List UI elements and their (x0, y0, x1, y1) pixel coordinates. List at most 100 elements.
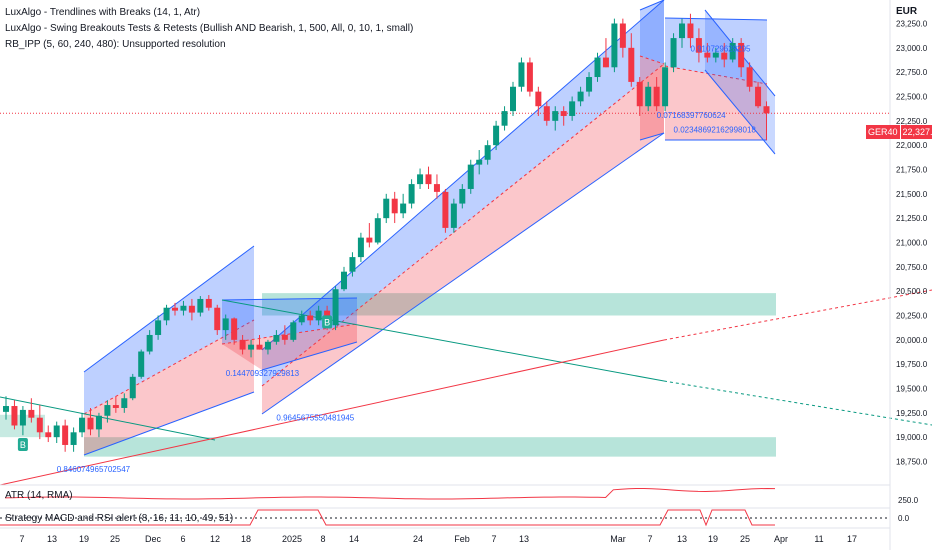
y-tick-label: 20,250.0 (896, 312, 928, 321)
y-tick-label: 21,250.0 (896, 214, 928, 223)
candle-body (36, 417, 43, 433)
y-tick-label: 23,250.0 (896, 19, 928, 28)
candle-body (11, 406, 18, 426)
last-price-value: 22,327.3 (899, 125, 932, 139)
channel-2b-mid-line (639, 55, 665, 65)
candle-body (172, 307, 178, 311)
x-tick-label: Apr (774, 534, 788, 544)
channel-1-bottom-line (83, 391, 255, 456)
candle-body (129, 376, 136, 399)
y-tick-label: 21,750.0 (896, 165, 928, 174)
macd-pane-label[interactable]: Strategy MACD and RSI alert (8, 16, 11, … (5, 513, 234, 524)
candle-body (417, 174, 424, 185)
channel-3-mid-line (221, 323, 358, 345)
candle-body (112, 405, 119, 408)
channel-2b-lower (640, 56, 664, 140)
channel-1-lower (84, 320, 254, 455)
candle-body (264, 341, 271, 350)
candle-body (653, 86, 660, 107)
y-tick-label: 22,750.0 (896, 68, 928, 77)
breakout-marker-label: B (324, 317, 330, 327)
macd-signal-line (0, 509, 775, 527)
candle-body (374, 218, 381, 243)
candle-body (459, 188, 466, 204)
y-tick-label: 21,000.0 (896, 239, 928, 248)
candle-body (281, 334, 288, 340)
y-tick-label: 22,500.0 (896, 92, 928, 101)
level-annotation: 0.07168397760624 (657, 111, 727, 120)
candle-body (543, 106, 550, 121)
x-tick-label: 17 (847, 534, 857, 544)
y-tick-label: 18,750.0 (896, 458, 928, 467)
candle-body (552, 111, 559, 121)
channel-1-upper (84, 246, 254, 414)
candle-body (636, 81, 643, 107)
legend-trendlines[interactable]: LuxAlgo - Trendlines with Breaks (14, 1,… (5, 7, 201, 18)
currency-label[interactable]: EUR (896, 6, 918, 17)
channel-2b-upper (640, 0, 664, 64)
channel-3-lower (222, 324, 357, 370)
candle-body (3, 406, 9, 412)
legend-swing-breakouts[interactable]: LuxAlgo - Swing Breakouts Tests & Retest… (5, 23, 414, 34)
y-tick-label: 21,500.0 (896, 190, 928, 199)
y-tick-label: 22,250.0 (896, 117, 928, 126)
candle-body (87, 417, 94, 430)
atr-line (4, 487, 776, 500)
candle-body (383, 198, 390, 219)
x-tick-label: 6 (180, 534, 185, 544)
candle-body (155, 320, 162, 335)
candle-body (510, 86, 516, 112)
candle-body (602, 57, 609, 68)
candle-body (298, 315, 305, 323)
channel-4-top-line (664, 17, 768, 21)
candle-body (366, 237, 373, 243)
candle-body (746, 67, 753, 87)
candle-body (121, 398, 128, 408)
candle-body (586, 77, 593, 92)
candle-body (518, 62, 525, 87)
y-tick-label: 19,000.0 (896, 433, 928, 442)
candle-body (577, 91, 584, 102)
candle-body (248, 344, 255, 350)
x-tick-label: 8 (320, 534, 325, 544)
candle-body (729, 42, 736, 60)
channel-5 (705, 10, 775, 154)
candle-body (315, 310, 322, 321)
candle-body (256, 344, 263, 350)
candle-body (95, 415, 102, 430)
candle-body (433, 184, 440, 192)
candle-body (290, 322, 297, 340)
level-annotation: 0.02348692162998018 (674, 126, 757, 135)
y-tick-label: 20,000.0 (896, 336, 928, 345)
x-tick-label: 19 (79, 534, 89, 544)
symbol-tag: GER40 (866, 125, 900, 139)
candle-body (180, 305, 187, 311)
candle-body (62, 425, 69, 445)
indicator-legend: LuxAlgo - Trendlines with Breaks (14, 1,… (5, 5, 413, 53)
candle-body (594, 57, 601, 78)
channel-4-lower (665, 66, 767, 140)
breakout-marker (17, 437, 28, 451)
candle-body (695, 38, 702, 53)
candle-body (687, 23, 694, 39)
candle-body (205, 298, 212, 308)
candle-body (738, 42, 745, 68)
x-tick-label: 24 (413, 534, 423, 544)
candle-body (214, 307, 221, 331)
candle-body (307, 315, 314, 321)
candle-body (535, 91, 542, 107)
candle-body (53, 425, 60, 438)
candle-body (104, 405, 111, 416)
channel-5-bottom-line (704, 69, 776, 155)
level-annotation: 0.144709327929813 (226, 369, 300, 378)
x-tick-label: 2025 (282, 534, 302, 544)
candle-body (526, 62, 533, 92)
candle-body (670, 38, 677, 68)
candle-body (501, 111, 508, 126)
candle-body (138, 351, 145, 377)
atr-pane-label[interactable]: ATR (14, RMA) (5, 490, 73, 501)
legend-rb-ipp[interactable]: RB_IPP (5, 60, 240, 480): Unsupported re… (5, 39, 226, 50)
candle-body (19, 409, 26, 426)
candle-body (400, 203, 407, 214)
